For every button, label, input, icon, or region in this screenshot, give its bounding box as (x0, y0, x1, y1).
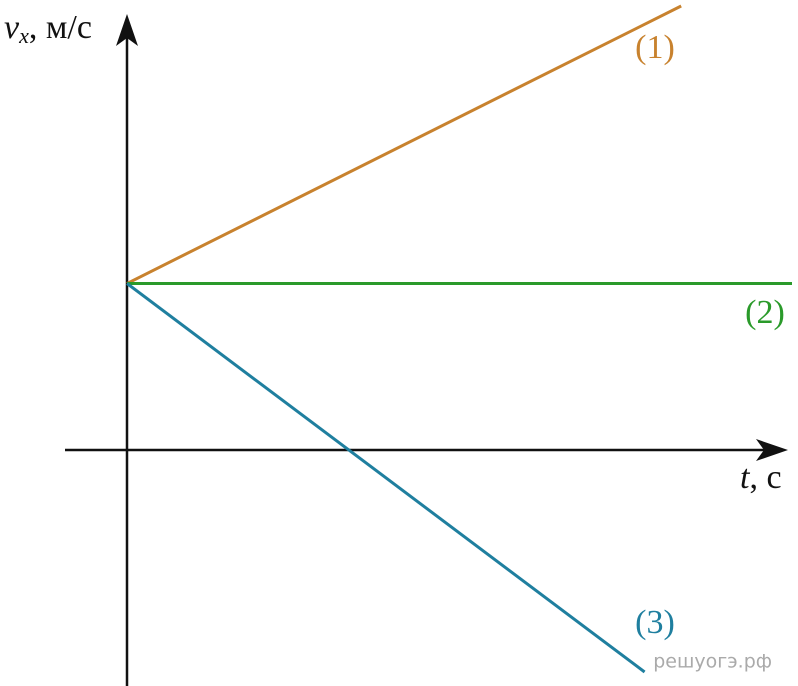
series-label: (3) (635, 604, 675, 641)
marks (126, 4, 792, 674)
labels: vx, м/с t, с решуогэ.рф (1) (2) (3) (4, 9, 785, 673)
series-line (126, 4, 682, 285)
y-unit: , м/с (29, 9, 92, 46)
y-axis-label: vx, м/с (4, 9, 92, 48)
y-subscript: x (18, 23, 29, 48)
y-symbol: v (4, 9, 20, 46)
x-unit: , с (749, 459, 781, 496)
y-arrow (116, 14, 138, 46)
x-axis-label: t, с (740, 459, 782, 496)
series-label: (1) (635, 29, 675, 66)
x-arrow (756, 439, 788, 461)
axes (65, 14, 788, 686)
watermark: решуогэ.рф (653, 651, 772, 673)
series-label: (2) (745, 294, 785, 331)
series-line (126, 282, 646, 674)
x-symbol: t (740, 459, 751, 496)
